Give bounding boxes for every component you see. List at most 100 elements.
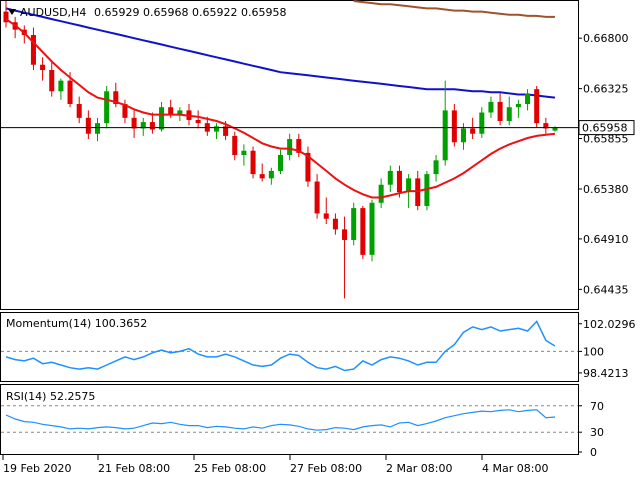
ma-long-line <box>353 0 555 18</box>
price-pane: 0.66800 0.66325 0.65855 0.65380 0.64910 0.644… <box>0 0 635 310</box>
candle-body <box>305 152 311 182</box>
candle-body <box>58 80 64 92</box>
time-axis-label: 25 Feb 08:00 <box>194 462 266 475</box>
candle-body <box>525 93 531 105</box>
candle <box>323 197 329 225</box>
momentum-pane: 102.0296 100 98.4213 Momentum(14) 100.3652 <box>0 312 636 382</box>
candles-layer <box>3 1 558 299</box>
time-axis: 19 Feb 2020 21 Feb 08:00 25 Feb 08:00 27 Fe… <box>2 455 548 475</box>
candle-body <box>85 117 91 134</box>
candle-body <box>415 178 421 206</box>
candle-body <box>94 123 101 134</box>
candle <box>76 96 82 124</box>
candle <box>314 174 320 219</box>
momentum-axis-label: 100 <box>583 345 604 358</box>
rsi-axis-label: 0 <box>590 446 597 459</box>
candle <box>470 117 476 140</box>
ma-fast-line <box>5 18 556 199</box>
candle-body <box>241 150 247 155</box>
candle-body <box>351 208 357 240</box>
candle-body <box>159 107 165 130</box>
candle-body <box>3 11 9 23</box>
candle-body <box>552 127 558 131</box>
candle-body <box>287 139 293 155</box>
candle-body <box>140 122 146 129</box>
rsi-pane-frame <box>0 384 579 455</box>
candle <box>296 133 302 158</box>
candle <box>40 57 46 81</box>
momentum-pane-frame <box>0 312 579 382</box>
candle <box>534 85 540 128</box>
ma-slow-line <box>5 7 556 99</box>
candle-body <box>506 107 512 122</box>
candle <box>488 96 494 118</box>
candle <box>332 213 338 235</box>
price-axis: 0.66800 0.66325 0.65855 0.65380 0.64910 0.644… <box>578 32 635 296</box>
candle-body <box>460 128 467 143</box>
rsi-axis-label: 70 <box>590 400 604 413</box>
candle <box>232 131 238 161</box>
candle-body <box>250 150 256 175</box>
candle-body <box>378 184 384 203</box>
candle-body <box>479 112 485 134</box>
candle <box>369 199 375 262</box>
momentum-axis: 102.0296 100 98.4213 <box>578 318 636 380</box>
candle <box>543 117 549 134</box>
candle <box>387 165 393 193</box>
rsi-pane: 70 30 0 RSI(14) 52.2575 <box>0 384 604 459</box>
rsi-title: RSI(14) 52.2575 <box>6 390 95 403</box>
candle <box>277 149 284 175</box>
ma-long-layer <box>353 0 555 18</box>
price-axis-label: 0.64910 <box>583 233 629 246</box>
candle-body <box>268 170 274 179</box>
collapse-triangle-icon[interactable] <box>8 9 16 15</box>
momentum-axis-label: 102.0296 <box>583 318 636 331</box>
candle-body <box>67 80 73 105</box>
candle-body <box>195 119 201 124</box>
candle <box>250 146 256 179</box>
candle-body <box>314 181 320 214</box>
candle-body <box>369 202 375 255</box>
candle-body <box>497 101 503 122</box>
candle-body <box>360 208 366 255</box>
rsi-levels-layer <box>1 405 578 433</box>
price-axis-label: 0.64435 <box>583 283 629 296</box>
candle-body <box>76 104 82 118</box>
chart-title: AUDUSD,H4 <box>20 6 86 19</box>
momentum-axis-label: 98.4213 <box>583 367 629 380</box>
candle <box>479 107 485 139</box>
candle <box>287 133 293 161</box>
candle <box>140 117 146 136</box>
candle-body <box>277 155 284 171</box>
current-price-tag <box>578 120 635 136</box>
candle <box>122 99 128 124</box>
candle-body <box>49 70 55 92</box>
candle <box>94 117 101 142</box>
price-axis-label: 0.65380 <box>583 183 629 196</box>
candle <box>515 99 521 118</box>
candle <box>49 61 55 97</box>
ma-fast-layer <box>5 18 556 199</box>
candle <box>451 104 457 147</box>
price-axis-label: 0.66800 <box>583 32 629 45</box>
candle <box>342 216 348 299</box>
candle <box>360 205 366 260</box>
candle <box>378 178 384 209</box>
candle <box>525 89 531 111</box>
candle-body <box>40 64 46 71</box>
candle <box>241 144 247 166</box>
candle-body <box>396 170 402 193</box>
momentum-line <box>5 320 556 372</box>
candle-body <box>149 122 155 130</box>
candle-body <box>259 174 265 179</box>
candle <box>442 80 448 166</box>
candle <box>159 101 165 132</box>
candle-body <box>213 126 219 132</box>
candle-body <box>223 126 229 136</box>
candle <box>351 202 357 246</box>
candle <box>424 170 430 211</box>
price-axis-label: 0.65855 <box>583 133 629 146</box>
time-axis-label: 27 Feb 08:00 <box>290 462 362 475</box>
candle <box>506 96 512 126</box>
